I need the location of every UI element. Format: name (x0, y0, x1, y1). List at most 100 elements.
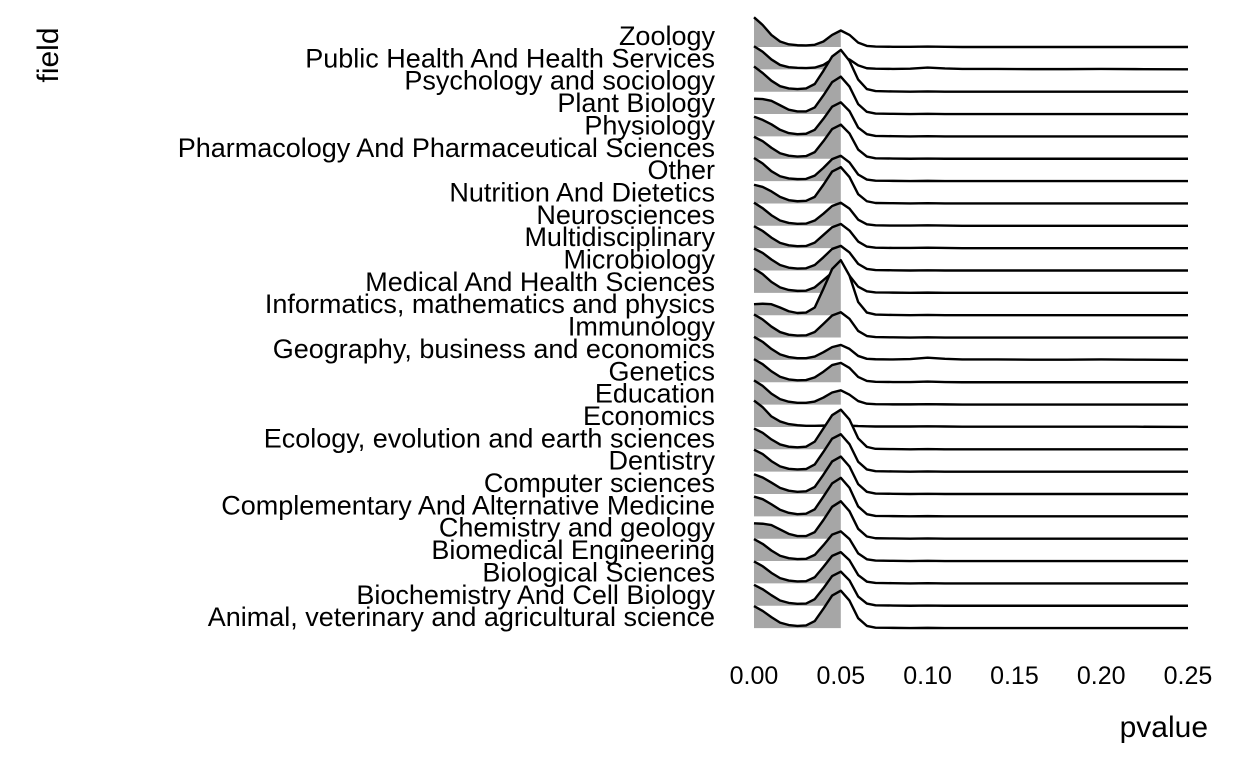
x-tick-label: 0.10 (903, 662, 952, 690)
ridge-fill (754, 434, 841, 472)
ridge-line (753, 48, 1188, 93)
ridge-line (753, 123, 1188, 160)
category-label: Nutrition And Dietetics (449, 178, 715, 208)
category-label: Ecology, evolution and earth sciences (264, 423, 715, 453)
ridge-14 (753, 335, 1189, 362)
ridge-26 (753, 589, 1188, 630)
ridge-12 (753, 259, 1188, 317)
category-label: Multidisciplinary (524, 222, 715, 252)
ridge-fill (754, 409, 841, 450)
category-label: Informatics, mathematics and physics (265, 289, 715, 319)
ridge-line (753, 201, 1188, 227)
ridge-line (753, 379, 1188, 406)
ridge-line (753, 399, 1189, 429)
ridge-10 (753, 244, 1188, 272)
ridge-line (753, 165, 1188, 205)
ridge-fill (754, 124, 841, 159)
ridge-fill (754, 223, 841, 249)
ridge-fill (754, 268, 841, 293)
category-label: Other (647, 155, 715, 185)
x-tick-label: 0.20 (1077, 662, 1126, 690)
category-label: Education (595, 379, 715, 409)
ridge-line (753, 358, 1188, 384)
x-tick-label: 0.15 (990, 662, 1039, 690)
category-label: Biological Sciences (482, 557, 715, 587)
ridge-line (753, 589, 1188, 630)
ridges-group (753, 16, 1189, 630)
ridge-line (753, 75, 1188, 116)
category-label: Medical And Health Sciences (365, 267, 715, 297)
ridge-line (753, 222, 1188, 250)
ridge-line (753, 500, 1188, 540)
ridge-23 (753, 530, 1188, 563)
x-tick-label: 0.25 (1164, 662, 1213, 690)
ridge-4 (753, 101, 1188, 138)
ridge-line (753, 259, 1188, 317)
ridge-0 (753, 16, 1188, 49)
ridge-21 (753, 476, 1188, 518)
ridge-fill (754, 17, 841, 47)
ridge-11 (753, 267, 1188, 295)
ridge-24 (753, 550, 1188, 585)
category-label: Dentistry (608, 446, 715, 476)
category-label: Animal, veterinary and agricultural scie… (208, 602, 715, 632)
ridge-8 (753, 201, 1188, 227)
ridge-3 (753, 75, 1188, 116)
category-label: Chemistry and geology (439, 513, 716, 543)
ridge-line (753, 45, 1189, 71)
ridge-line (753, 550, 1188, 585)
category-label: Public Health And Health Services (305, 43, 715, 73)
ridge-22 (753, 500, 1188, 540)
ridge-fill (754, 400, 841, 427)
ridge-9 (753, 222, 1188, 250)
category-label: Biomedical Engineering (431, 535, 715, 565)
ridge-line (753, 530, 1188, 563)
category-label: Zoology (619, 21, 716, 51)
category-label: Genetics (608, 356, 715, 386)
ridge-fill (754, 49, 841, 92)
ridge-line (753, 455, 1188, 496)
x-axis-title: pvalue (1120, 711, 1208, 744)
ridge-fill (754, 590, 841, 629)
x-tick-label: 0.00 (730, 662, 779, 690)
ridge-fill (754, 456, 841, 494)
category-label: Economics (583, 401, 715, 431)
ridge-line (753, 16, 1188, 49)
ridge-fill (754, 260, 841, 316)
ridge-1 (753, 45, 1189, 71)
ridge-line (753, 244, 1188, 272)
ridge-15 (753, 358, 1188, 384)
category-label: Psychology and sociology (404, 66, 715, 96)
ridge-13 (753, 311, 1188, 339)
x-axis-ticks: 0.00 0.05 0.10 0.15 0.20 0.25 (730, 662, 1213, 690)
category-label: Geography, business and economics (273, 334, 715, 364)
ridge-fill (754, 245, 841, 271)
category-label: Computer sciences (484, 468, 715, 498)
category-label: Immunology (568, 312, 716, 342)
ridge-line (753, 154, 1188, 183)
ridge-2 (753, 48, 1188, 93)
category-label: Neurosciences (536, 200, 715, 230)
ridge-fill (754, 336, 841, 360)
category-label: Physiology (584, 110, 715, 140)
ridge-line (753, 101, 1188, 138)
ridge-line (753, 311, 1188, 339)
ridge-fill (754, 76, 841, 115)
category-label: Pharmacology And Pharmaceutical Sciences (178, 133, 715, 163)
ridge-line (753, 570, 1188, 607)
ridge-5 (753, 123, 1188, 160)
ridge-line (753, 476, 1188, 518)
ridge-19 (753, 433, 1188, 473)
ridge-line (753, 335, 1189, 362)
ridge-fill (754, 571, 841, 606)
ridge-25 (753, 570, 1188, 607)
y-axis-title: field (32, 27, 65, 82)
ridge-fill (754, 312, 841, 338)
ridge-fill (754, 477, 841, 517)
ridge-20 (753, 455, 1188, 496)
category-label: Biochemistry And Cell Biology (356, 580, 715, 610)
ridge-7 (753, 165, 1188, 205)
ridge-fill (754, 359, 841, 383)
ridge-fill (754, 380, 841, 405)
ridge-fill (754, 202, 841, 226)
